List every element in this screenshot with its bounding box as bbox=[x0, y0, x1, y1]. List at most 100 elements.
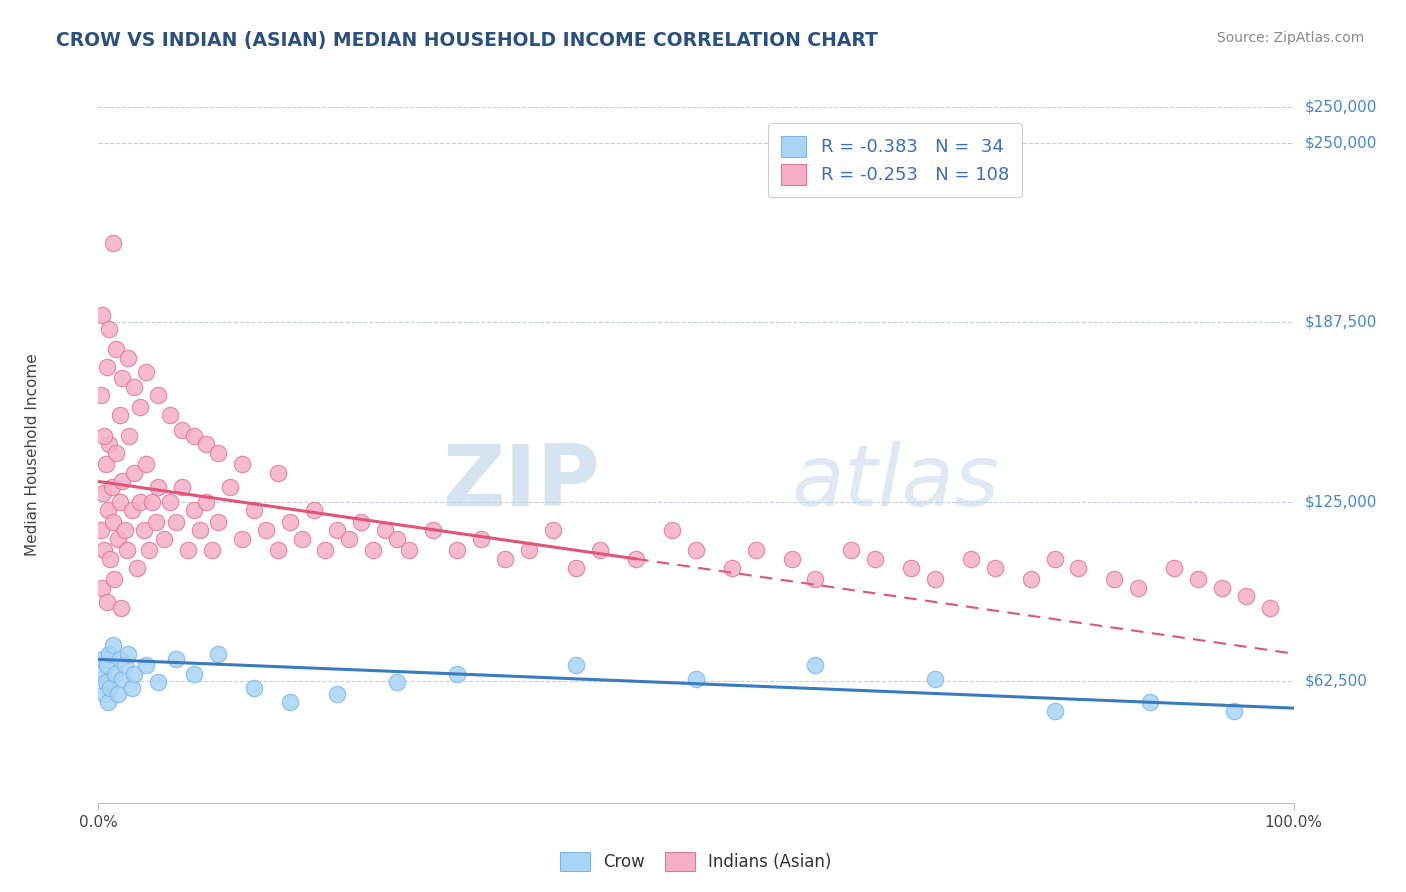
Point bbox=[172, 480, 194, 494]
Point bbox=[108, 652, 131, 666]
Point bbox=[177, 543, 200, 558]
Point bbox=[105, 343, 128, 357]
Point bbox=[278, 695, 301, 709]
Point bbox=[96, 595, 118, 609]
Point bbox=[111, 475, 134, 489]
Point bbox=[565, 560, 588, 574]
Point bbox=[839, 543, 862, 558]
Point bbox=[145, 515, 167, 529]
Point bbox=[90, 388, 112, 402]
Point bbox=[1187, 572, 1209, 586]
Point bbox=[94, 457, 117, 471]
Point bbox=[1043, 552, 1066, 566]
Point bbox=[398, 543, 420, 558]
Point bbox=[135, 457, 157, 471]
Point bbox=[165, 652, 187, 666]
Point bbox=[129, 400, 152, 414]
Text: Median Household Income: Median Household Income bbox=[25, 353, 41, 557]
Point bbox=[93, 543, 115, 558]
Point bbox=[91, 666, 114, 681]
Point bbox=[159, 409, 181, 423]
Legend: Crow, Indians (Asian): Crow, Indians (Asian) bbox=[554, 846, 838, 878]
Point bbox=[1019, 572, 1042, 586]
Point bbox=[108, 494, 131, 508]
Point bbox=[138, 543, 160, 558]
Point bbox=[254, 523, 277, 537]
Point bbox=[135, 366, 157, 380]
Point bbox=[326, 523, 349, 537]
Point bbox=[91, 652, 114, 666]
Point bbox=[219, 480, 242, 494]
Point bbox=[589, 543, 612, 558]
Point bbox=[470, 532, 492, 546]
Point bbox=[374, 523, 396, 537]
Point bbox=[517, 543, 540, 558]
Point bbox=[93, 687, 115, 701]
Point bbox=[90, 523, 112, 537]
Point bbox=[1234, 589, 1257, 603]
Point bbox=[124, 380, 146, 394]
Point bbox=[863, 552, 886, 566]
Point bbox=[243, 503, 266, 517]
Point bbox=[117, 647, 139, 661]
Point bbox=[103, 572, 125, 586]
Point bbox=[96, 359, 118, 374]
Point bbox=[804, 572, 827, 586]
Point bbox=[183, 666, 205, 681]
Text: $187,500: $187,500 bbox=[1305, 315, 1376, 330]
Point bbox=[685, 543, 707, 558]
Point bbox=[207, 446, 229, 460]
Point bbox=[290, 532, 312, 546]
Point bbox=[350, 515, 373, 529]
Point bbox=[243, 681, 266, 695]
Point bbox=[165, 515, 187, 529]
Point bbox=[148, 388, 170, 402]
Point bbox=[201, 543, 224, 558]
Point bbox=[685, 673, 707, 687]
Point bbox=[231, 457, 253, 471]
Point bbox=[111, 371, 134, 385]
Point bbox=[93, 428, 115, 442]
Point bbox=[132, 523, 155, 537]
Point bbox=[194, 437, 217, 451]
Point bbox=[337, 532, 360, 546]
Point bbox=[267, 543, 290, 558]
Point bbox=[159, 494, 181, 508]
Point bbox=[121, 503, 143, 517]
Point bbox=[148, 675, 170, 690]
Point bbox=[148, 480, 170, 494]
Text: $62,500: $62,500 bbox=[1305, 673, 1368, 689]
Point bbox=[745, 543, 768, 558]
Point bbox=[959, 552, 981, 566]
Point bbox=[1102, 572, 1125, 586]
Point bbox=[1067, 560, 1090, 574]
Point bbox=[115, 543, 138, 558]
Point bbox=[446, 666, 468, 681]
Point bbox=[326, 687, 349, 701]
Text: Source: ZipAtlas.com: Source: ZipAtlas.com bbox=[1216, 31, 1364, 45]
Point bbox=[98, 552, 122, 566]
Point bbox=[385, 532, 409, 546]
Point bbox=[101, 638, 124, 652]
Point bbox=[104, 666, 127, 681]
Point bbox=[124, 666, 146, 681]
Point bbox=[1128, 581, 1150, 595]
Point bbox=[924, 572, 946, 586]
Point bbox=[315, 543, 337, 558]
Point bbox=[98, 681, 122, 695]
Point bbox=[721, 560, 744, 574]
Point bbox=[385, 675, 409, 690]
Point bbox=[267, 466, 290, 480]
Point bbox=[278, 515, 301, 529]
Point bbox=[135, 658, 157, 673]
Point bbox=[100, 480, 122, 494]
Point bbox=[91, 486, 114, 500]
Point bbox=[565, 658, 588, 673]
Point bbox=[114, 658, 136, 673]
Point bbox=[110, 600, 132, 615]
Point bbox=[98, 437, 121, 451]
Point bbox=[780, 552, 803, 566]
Point bbox=[94, 675, 117, 690]
Point bbox=[97, 695, 120, 709]
Text: $125,000: $125,000 bbox=[1305, 494, 1376, 509]
